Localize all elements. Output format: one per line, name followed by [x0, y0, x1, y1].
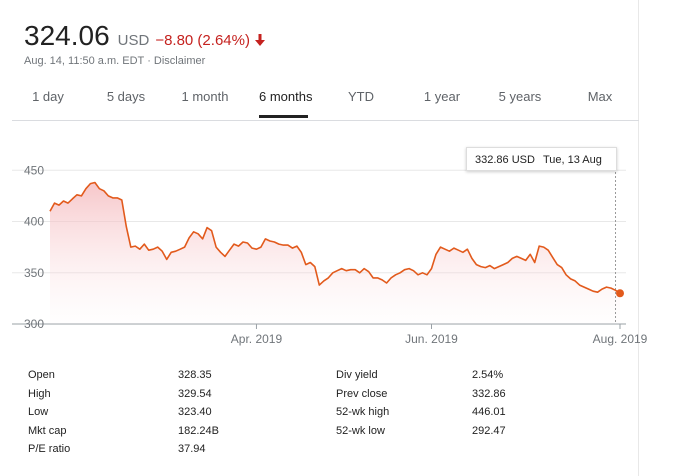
- y-tick-label: 450: [24, 163, 44, 177]
- stat-low: Low 323.40: [28, 403, 248, 422]
- x-tick-label: Jun. 2019: [405, 332, 458, 346]
- disclaimer-link[interactable]: Disclaimer: [153, 55, 206, 67]
- stat-value: 446.01: [472, 406, 506, 418]
- stat-52wk-low: 52-wk low 292.47: [336, 422, 596, 441]
- quote-subline: Aug. 14, 11:50 a.m. EDT · Disclaimer: [24, 55, 265, 67]
- stat-label: 52-wk low: [336, 424, 385, 437]
- stat-open: Open 328.35: [28, 366, 248, 385]
- stat-value: 332.86: [472, 387, 506, 400]
- y-tick-label: 400: [24, 215, 44, 229]
- stat-value: 329.54: [178, 387, 212, 400]
- tab-max[interactable]: Max: [587, 89, 613, 104]
- quote-header: 324.06 USD −8.80 (2.64%) Aug. 14, 11:50 …: [24, 20, 265, 67]
- stats-right: Div yield 2.54% Prev close 332.86 52-wk hi…: [336, 366, 596, 440]
- stat-mkt-cap: Mkt cap 182.24B: [28, 422, 248, 441]
- separator-dot: ·: [147, 55, 151, 67]
- price-line: 324.06 USD −8.80 (2.64%): [24, 20, 265, 52]
- stat-high: High 329.54: [28, 385, 248, 404]
- stat-label: Div yield: [336, 369, 378, 381]
- price-area-fill: [50, 182, 620, 324]
- stat-value: 328.35: [178, 369, 212, 381]
- tab-6-months[interactable]: 6 months: [259, 80, 312, 118]
- tabs-divider: [12, 120, 639, 121]
- stat-label: Open: [28, 369, 55, 381]
- y-tick-label: 350: [24, 266, 44, 280]
- tab-ytd[interactable]: YTD: [348, 89, 374, 104]
- tooltip-date: Tue, 13 Aug: [542, 154, 602, 166]
- current-price: 324.06: [24, 20, 110, 51]
- tab-5-years[interactable]: 5 years: [498, 89, 542, 104]
- tab-1-year[interactable]: 1 year: [423, 89, 461, 104]
- quote-timestamp: Aug. 14, 11:50 a.m. EDT: [24, 55, 145, 67]
- right-edge-line: [638, 0, 639, 476]
- stat-value: 292.47: [472, 424, 506, 437]
- x-tick-label: Apr. 2019: [231, 332, 283, 346]
- stat-label: High: [28, 387, 51, 400]
- x-tick-label: Aug. 2019: [593, 332, 648, 346]
- stat-value: 182.24B: [178, 424, 219, 437]
- stat-label: Low: [28, 406, 49, 418]
- tab-1-month[interactable]: 1 month: [181, 89, 229, 104]
- tab-1-day[interactable]: 1 day: [32, 89, 64, 104]
- stat-label: Prev close: [336, 387, 388, 400]
- tab-5-days[interactable]: 5 days: [106, 89, 146, 104]
- stat-value: 37.94: [178, 443, 206, 455]
- arrow-down-icon: [254, 34, 265, 46]
- price-change: −8.80 (2.64%): [155, 32, 250, 49]
- last-price-dot[interactable]: [616, 289, 624, 298]
- range-tabs: 1 day 5 days 1 month 6 months YTD 1 year…: [0, 80, 640, 120]
- stat-label: Mkt cap: [28, 424, 67, 437]
- stats-left: Open 328.35 High 329.54 Low 323.40 Mkt cap 1…: [28, 366, 248, 459]
- currency-label: USD: [117, 32, 150, 49]
- price-line-series: [49, 181, 621, 294]
- stat-value: 2.54%: [472, 369, 504, 381]
- chart-tooltip: 332.86 USD Tue, 13 Aug: [466, 147, 617, 171]
- tooltip-price: 332.86 USD: [475, 154, 535, 166]
- stat-label: P/E ratio: [28, 443, 71, 455]
- stat-pe-ratio: P/E ratio 37.94: [28, 440, 248, 459]
- stat-label: 52-wk high: [336, 406, 390, 418]
- stat-value: 323.40: [178, 406, 212, 418]
- stat-prev-close: Prev close 332.86: [336, 385, 596, 404]
- y-tick-label: 300: [24, 317, 44, 331]
- stat-52wk-high: 52-wk high 446.01: [336, 403, 596, 422]
- stat-div-yield: Div yield 2.54%: [336, 366, 596, 385]
